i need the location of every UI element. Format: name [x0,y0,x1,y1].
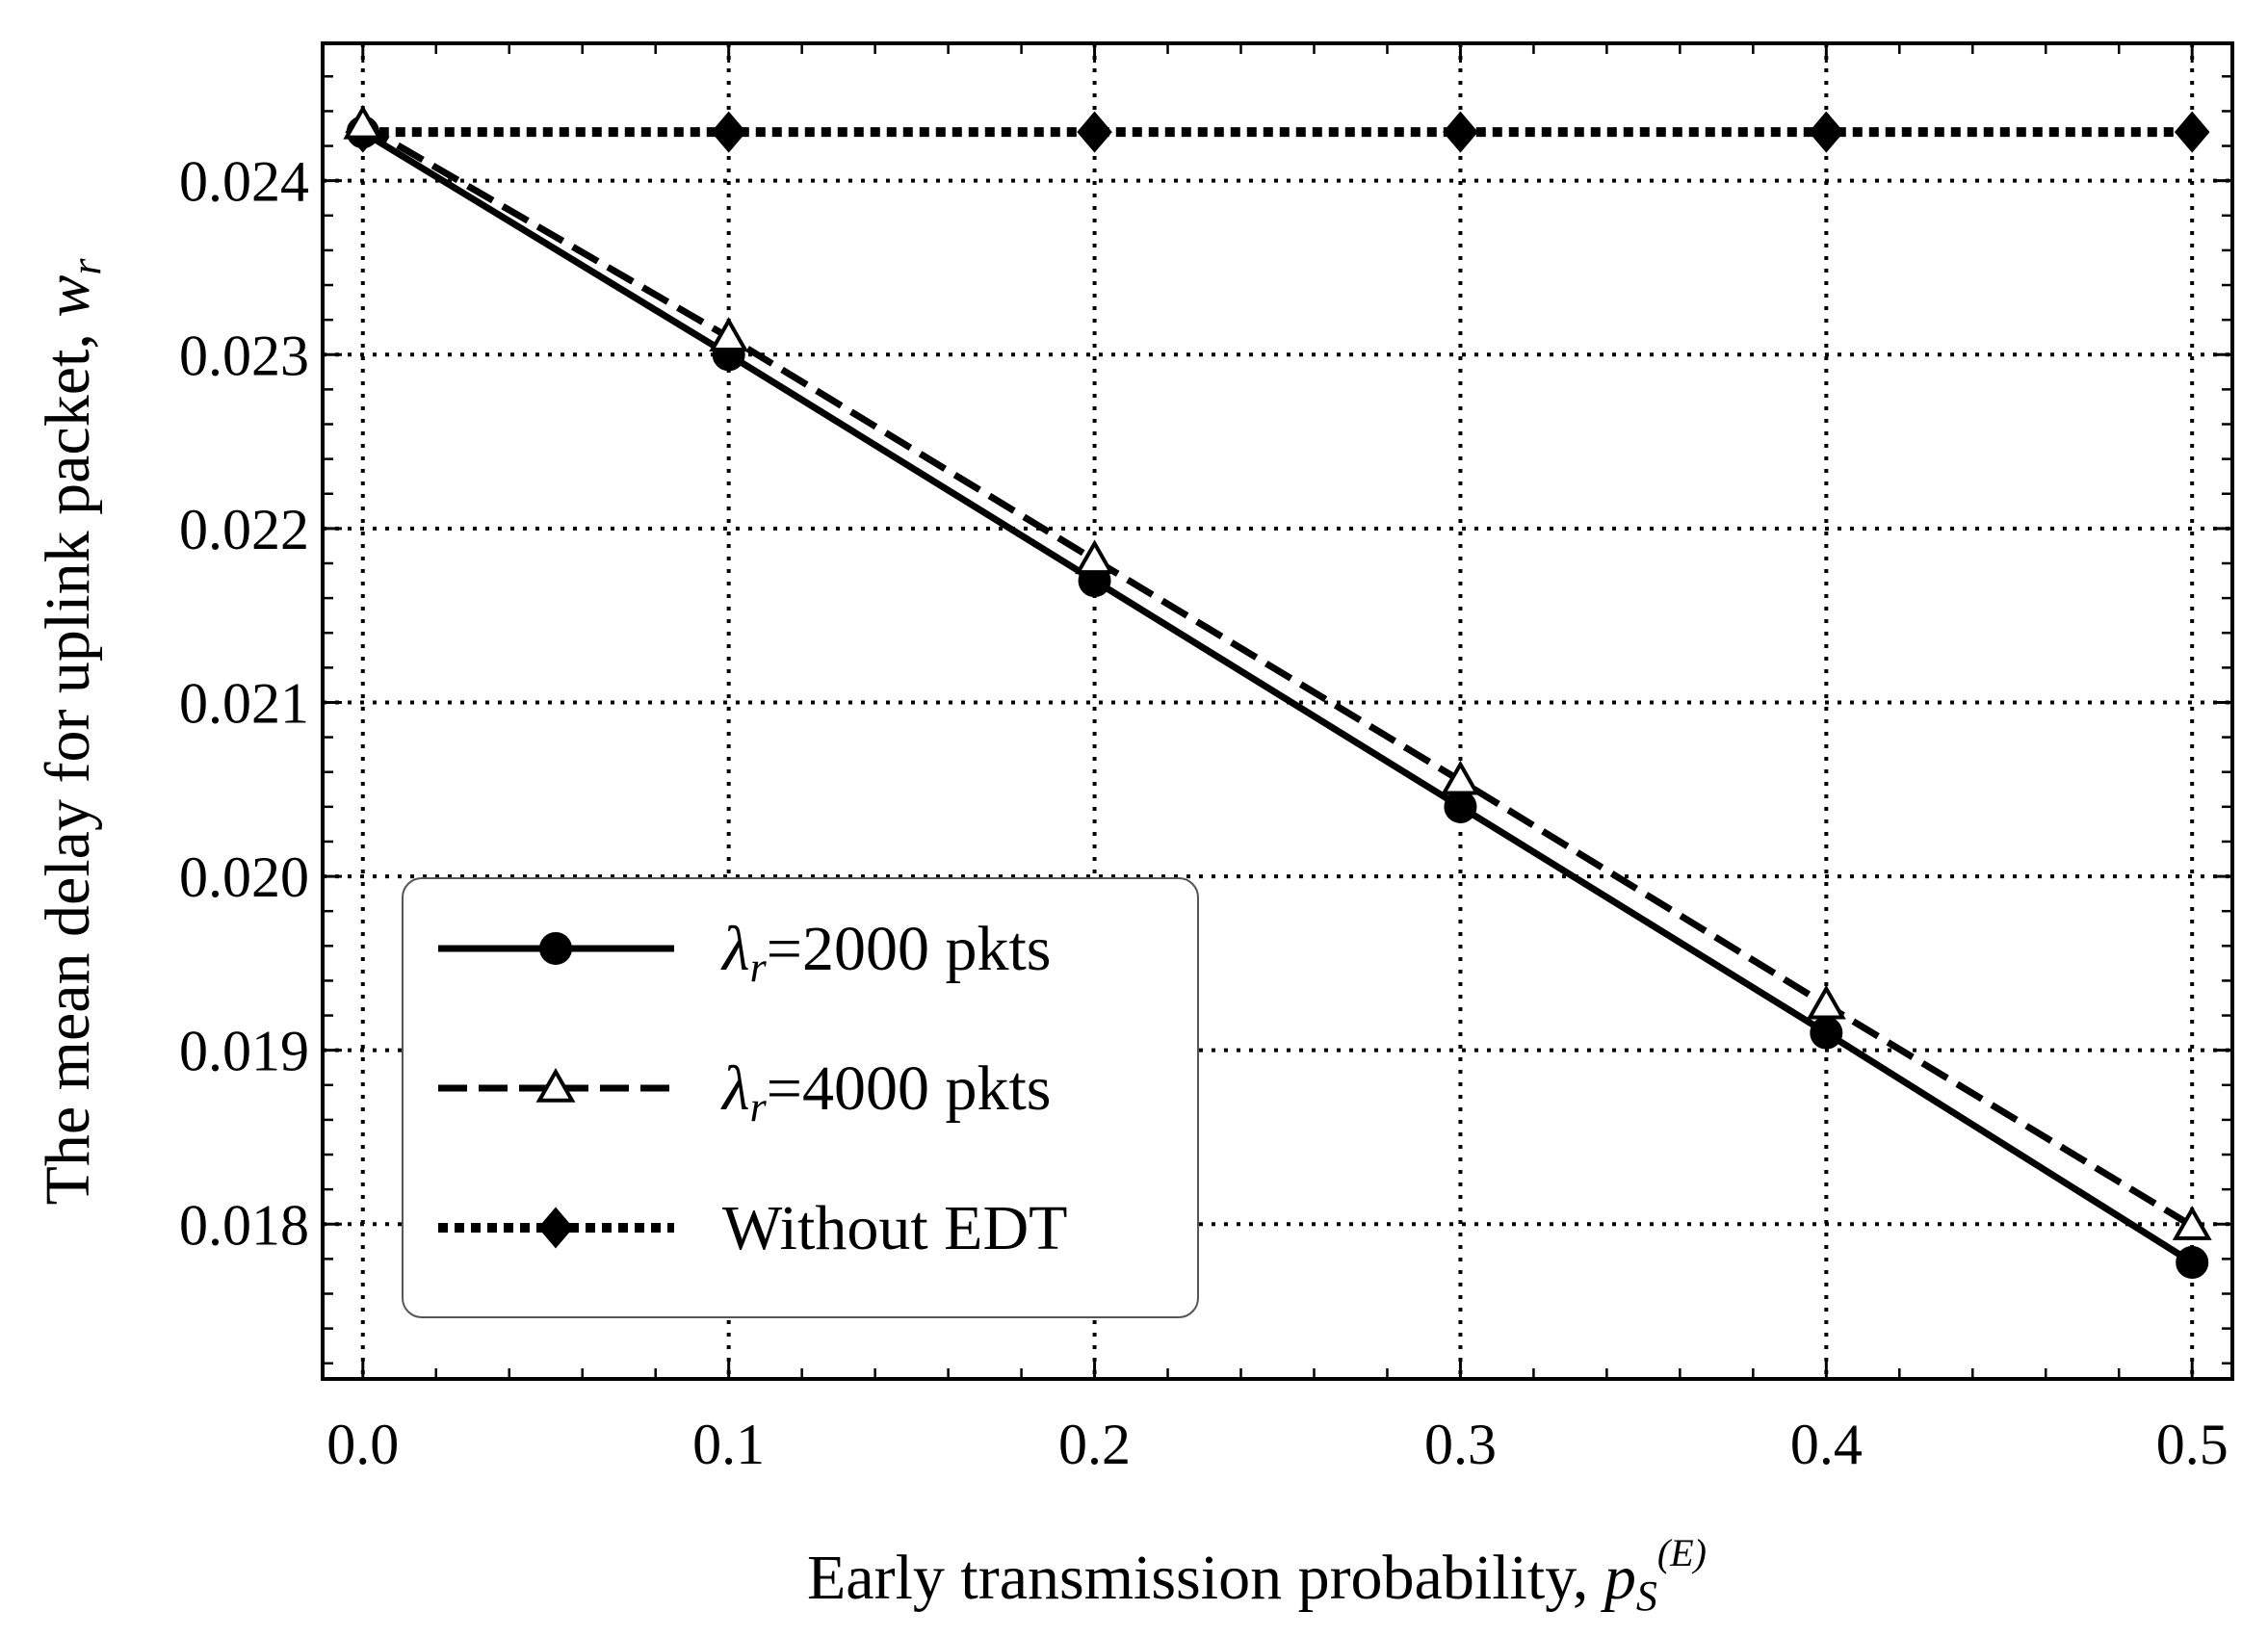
y-tick-label: 0.021 [179,671,309,735]
series-line [361,121,2195,1230]
plot-frame [321,41,2234,1381]
circle-marker [1810,1016,1843,1050]
triangle-marker [1075,539,1115,575]
y-tick-label: 0.019 [179,1020,309,1083]
diamond-marker [537,1207,574,1249]
x-tick-labels: 0.0 0.1 0.2 0.3 0.4 0.5 [326,1413,2228,1476]
major-ticks [323,43,2232,1379]
legend: λr=2000 pkts λr=4000 pkts Without EDT [402,877,1199,1318]
circle-marker [539,932,572,965]
diamond-marker [711,111,746,153]
diamond-marker [2174,111,2210,153]
x-tick-label: 0.3 [1424,1413,1497,1476]
y-tick-label: 0.018 [179,1193,309,1257]
triangle-marker [535,1067,576,1103]
y-tick-label: 0.023 [179,324,309,387]
y-tick-label: 0.022 [179,498,309,561]
y-tick-labels: 0.018 0.019 0.020 0.021 0.022 0.023 0.024 [179,150,309,1258]
series-2 [343,104,2212,1240]
x-tick-label: 0.5 [2156,1413,2229,1476]
legend-box [402,877,1199,1318]
circle-marker [2176,1245,2209,1279]
x-tick-label: 0.4 [1790,1413,1863,1476]
series-layer [343,104,2212,1279]
y-axis-title: The mean delay for uplink packet, wr [33,258,110,1206]
triangle-marker [709,317,749,351]
series-line [360,129,2195,1265]
series-3 [345,111,2210,153]
diamond-marker [1077,111,1112,153]
legend-entry: λr=2000 pkts [438,914,1051,991]
circle-marker [1444,790,1477,823]
legend-label: Without EDT [722,1193,1067,1263]
y-tick-label: 0.020 [179,845,309,909]
x-tick-label: 0.0 [326,1413,399,1476]
diamond-marker [1809,111,1844,153]
grid [323,43,2232,1379]
legend-entries: λr=2000 pkts λr=4000 pkts Without EDT [438,914,1067,1263]
x-axis-title: Early transmission probability, pS(E) [807,1531,1707,1620]
triangle-marker [343,104,383,140]
y-tick-label: 0.024 [179,150,309,214]
legend-entry: Without EDT [438,1193,1067,1263]
legend-label: λr=4000 pkts [720,1053,1051,1130]
triangle-marker [1806,984,1846,1020]
triangle-marker [2172,1206,2212,1240]
legend-label: λr=2000 pkts [720,914,1051,991]
triangle-marker [1440,760,1480,795]
diamond-marker [1443,111,1478,153]
legend-entry: λr=4000 pkts [438,1053,1051,1130]
x-tick-label: 0.2 [1058,1413,1131,1476]
x-tick-label: 0.1 [692,1413,765,1476]
